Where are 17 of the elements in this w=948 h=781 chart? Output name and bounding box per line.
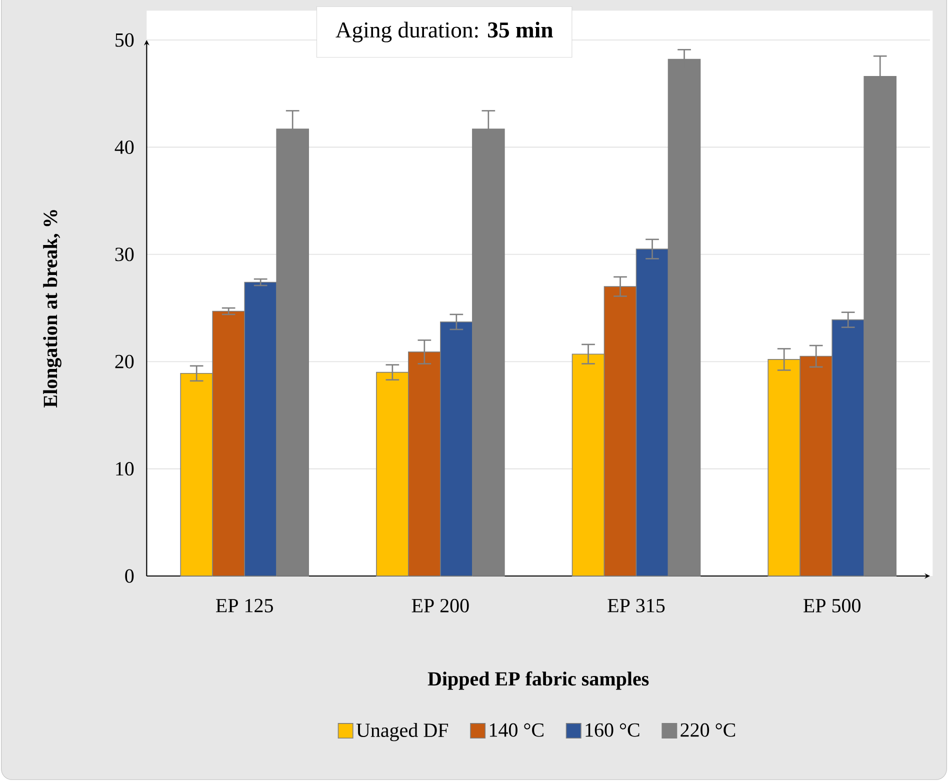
y-tick-label: 0 — [125, 569, 134, 583]
chart-title: Aging duration: 35 min — [336, 22, 553, 42]
y-axis-title: Elongation at break, % — [43, 210, 62, 408]
x-tick-label: EP 315 — [608, 598, 665, 612]
y-tick-label: 40 — [114, 140, 134, 154]
x-tick-label: EP 200 — [412, 598, 469, 612]
legend-label: 220 °C — [680, 723, 736, 737]
y-tick-label: 30 — [115, 248, 134, 262]
x-tick-label: EP 125 — [216, 598, 273, 612]
y-tick-label: 10 — [116, 462, 134, 476]
legend-label: 140 °C — [490, 723, 544, 737]
y-tick-label: 20 — [115, 354, 134, 368]
x-tick-label: EP 500 — [804, 598, 860, 612]
x-axis-title: Dipped EP fabric samples — [428, 671, 649, 690]
y-tick-label: 50 — [116, 33, 134, 47]
legend-label: Unaged DF — [356, 723, 448, 742]
legend-label: 160 °C — [586, 723, 640, 737]
